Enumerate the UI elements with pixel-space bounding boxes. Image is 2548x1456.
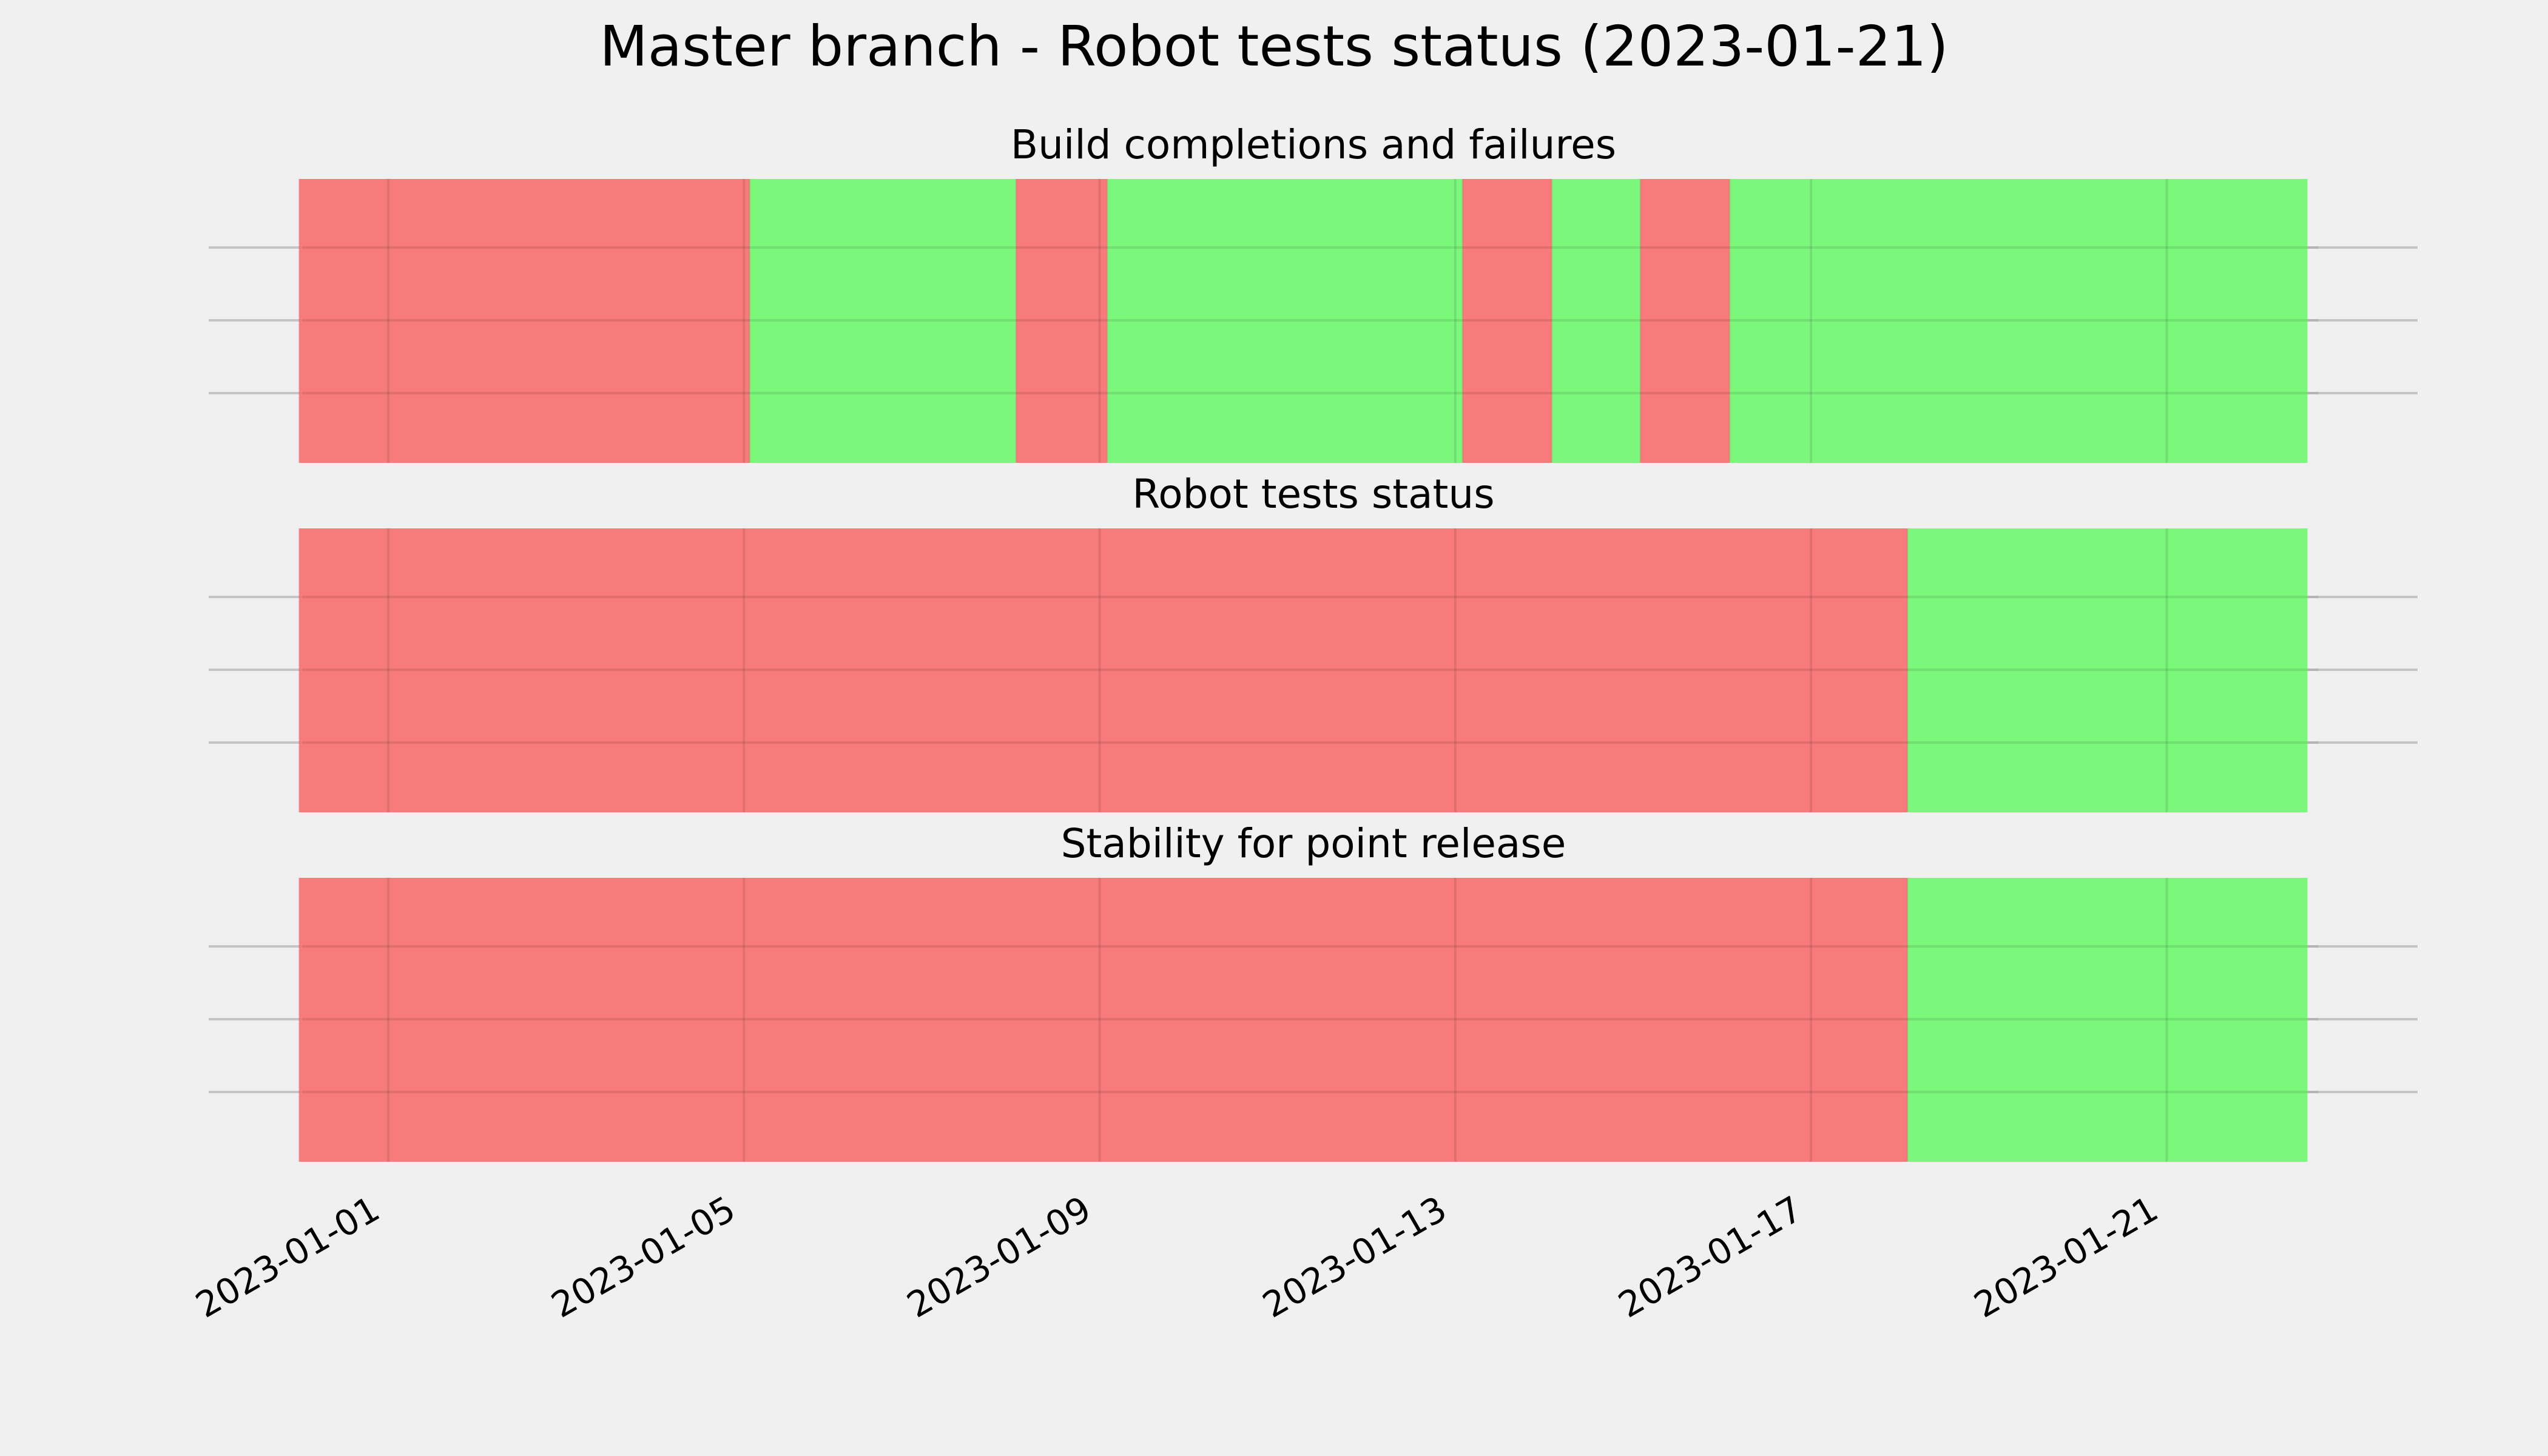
x-tick-label: 2023-01-21	[1967, 1188, 2165, 1326]
panel: Robot tests status	[209, 471, 2418, 812]
status-segment-pass	[1729, 179, 2308, 463]
x-tick-label: 2023-01-13	[1256, 1188, 1454, 1326]
panels: Build completions and failures Robot test…	[209, 121, 2418, 1162]
panel: Stability for point release	[209, 820, 2418, 1162]
x-tick-label: 2023-01-09	[900, 1188, 1098, 1326]
status-segment-fail	[299, 179, 750, 463]
status-segment-fail	[1016, 179, 1107, 463]
status-segment-pass	[1907, 528, 2308, 812]
panel-title: Build completions and failures	[1011, 121, 1616, 168]
status-segment-fail	[1640, 179, 1730, 463]
chart-title: Master branch - Robot tests status (2023…	[599, 14, 1948, 79]
panel-title: Robot tests status	[1132, 471, 1494, 517]
x-axis-ticks: 2023-01-01 2023-01-05 2023-01-09 2023-01-13…	[189, 1188, 2165, 1326]
status-segment-pass	[1107, 179, 1463, 463]
status-segment-fail	[299, 528, 1907, 812]
status-segment-pass	[749, 179, 1017, 463]
panel: Build completions and failures	[209, 121, 2418, 463]
x-tick-label: 2023-01-05	[544, 1188, 742, 1326]
panel-title: Stability for point release	[1061, 820, 1566, 867]
status-segment-fail	[1463, 179, 1552, 463]
status-segment-pass	[1907, 878, 2308, 1162]
x-tick-label: 2023-01-17	[1611, 1188, 1809, 1326]
status-segment-pass	[1551, 179, 1641, 463]
x-tick-label: 2023-01-01	[189, 1188, 386, 1326]
status-segment-fail	[299, 878, 1907, 1162]
